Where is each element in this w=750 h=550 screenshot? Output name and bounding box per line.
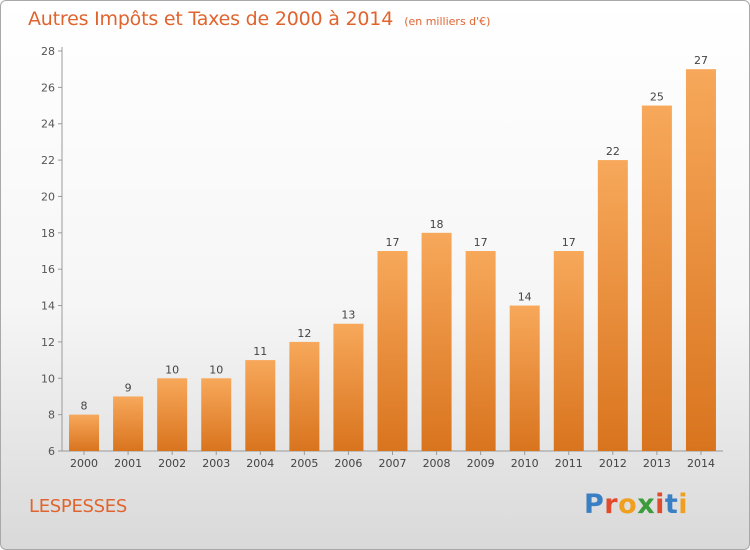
- bar-value-label: 27: [694, 54, 708, 67]
- x-tick-label: 2014: [687, 457, 715, 470]
- bar: [113, 396, 144, 451]
- logo-letter: t: [664, 489, 679, 520]
- bar: [509, 305, 540, 451]
- logo-letter: P: [584, 489, 605, 520]
- x-tick-label: 2010: [511, 457, 539, 470]
- y-tick-label: 28: [41, 45, 55, 58]
- x-tick-label: 2008: [423, 457, 451, 470]
- y-tick-label: 22: [41, 154, 55, 167]
- logo-letter: i: [678, 489, 689, 520]
- x-tick-label: 2007: [379, 457, 407, 470]
- bar-value-label: 17: [562, 236, 576, 249]
- x-tick-label: 2005: [290, 457, 318, 470]
- bar: [685, 69, 716, 451]
- y-tick-label: 18: [41, 227, 55, 240]
- y-tick-label: 6: [48, 445, 55, 458]
- bar-value-label: 8: [81, 400, 88, 413]
- x-tick-label: 2009: [467, 457, 495, 470]
- logo-letter: i: [655, 489, 665, 520]
- x-tick-label: 2013: [643, 457, 671, 470]
- bar: [201, 378, 232, 451]
- chart-title-block: Autres Impôts et Taxes de 2000 à 2014 (e…: [28, 8, 490, 30]
- logo-letter: r: [604, 489, 619, 520]
- bar-value-label: 18: [430, 218, 444, 231]
- x-tick-label: 2011: [555, 457, 583, 470]
- logo-letter: o: [618, 489, 638, 520]
- bar: [333, 323, 364, 451]
- y-tick-label: 10: [41, 372, 55, 385]
- y-tick-label: 12: [41, 336, 55, 349]
- bar: [641, 105, 672, 451]
- bar-value-label: 10: [165, 363, 179, 376]
- bar: [289, 341, 320, 451]
- bar-value-label: 11: [253, 345, 267, 358]
- y-tick-label: 16: [41, 263, 55, 276]
- bar-value-label: 25: [650, 91, 664, 104]
- x-tick-label: 2003: [202, 457, 230, 470]
- bar-value-label: 12: [297, 327, 311, 340]
- bar-value-label: 22: [606, 145, 620, 158]
- x-tick-label: 2001: [114, 457, 142, 470]
- x-tick-label: 2012: [599, 457, 627, 470]
- bar-value-label: 17: [386, 236, 400, 249]
- x-tick-label: 2006: [334, 457, 362, 470]
- bar: [157, 378, 188, 451]
- bar-value-label: 17: [474, 236, 488, 249]
- y-tick-label: 20: [41, 190, 55, 203]
- y-tick-label: 26: [41, 81, 55, 94]
- x-tick-label: 2004: [246, 457, 274, 470]
- bar-value-label: 13: [341, 309, 355, 322]
- bar: [421, 232, 452, 451]
- chart-subtitle: (en milliers d'€): [404, 15, 491, 28]
- bar: [245, 360, 276, 451]
- bar-value-label: 14: [518, 291, 532, 304]
- chart-title: Autres Impôts et Taxes de 2000 à 2014: [28, 8, 394, 30]
- y-tick-label: 14: [41, 300, 55, 313]
- x-tick-label: 2002: [158, 457, 186, 470]
- y-tick-label: 8: [48, 409, 55, 422]
- x-tick-label: 2000: [70, 457, 98, 470]
- logo-letter: x: [637, 489, 656, 520]
- bar: [377, 251, 408, 451]
- bar-value-label: 10: [209, 363, 223, 376]
- bar-value-label: 9: [125, 381, 132, 394]
- bar: [597, 160, 628, 451]
- bar: [465, 251, 496, 451]
- bar: [69, 414, 100, 451]
- proxiti-logo[interactable]: Proxiti: [584, 489, 688, 520]
- bar: [553, 251, 584, 451]
- y-tick-label: 24: [41, 118, 55, 131]
- commune-name: LESPESSES: [29, 496, 128, 517]
